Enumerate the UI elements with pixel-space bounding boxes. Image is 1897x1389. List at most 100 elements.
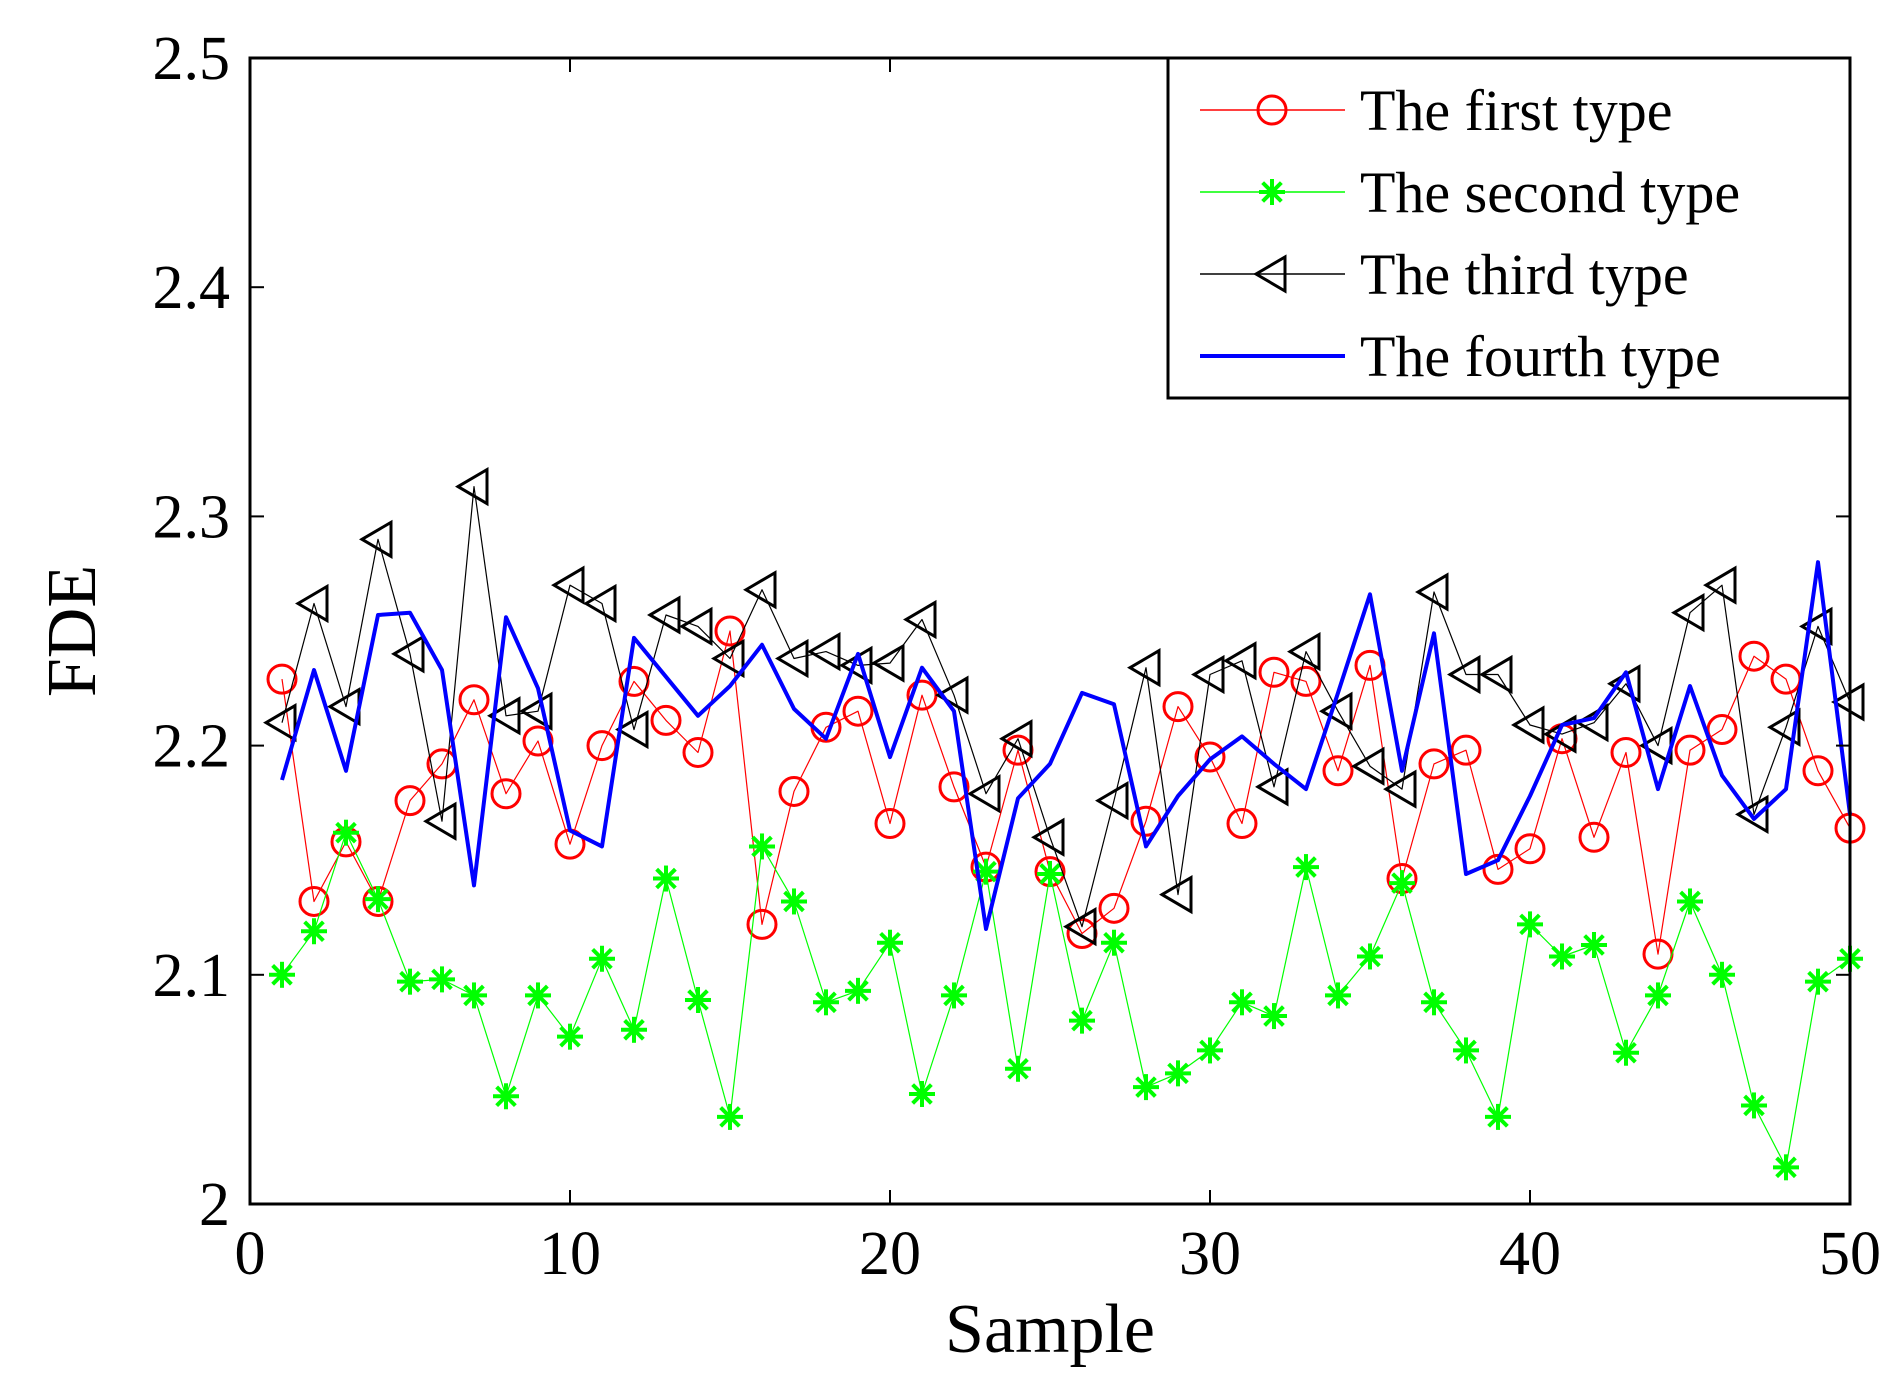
series-3-point [1511, 705, 1545, 745]
legend-label: The fourth type [1360, 324, 1721, 389]
series-2-point [269, 961, 295, 988]
series-2-point [1261, 1003, 1287, 1030]
series-2-point [1389, 870, 1415, 897]
series-4-line [280, 560, 1852, 931]
ticks-layer: 0 10 20 30 40 50 2 2.1 2.2 2.3 2.4 2.5 [153, 25, 1882, 1288]
series-2-point [845, 977, 871, 1004]
series-2-point [1581, 932, 1607, 959]
series-1-point [746, 908, 778, 940]
series-3-point [583, 583, 617, 624]
series-2-point [1517, 911, 1543, 938]
series-3-point [487, 696, 521, 736]
legend: The first type The second type The third t… [1166, 56, 1852, 400]
series-1-point [1674, 734, 1706, 766]
series-2-point [301, 918, 327, 945]
x-tick-label: 0 [235, 1220, 266, 1288]
legend-label: The second type [1360, 160, 1740, 225]
series-3-point [295, 583, 329, 624]
series-3-point [1191, 654, 1225, 695]
series-4 [280, 560, 1852, 931]
series-1-point [1802, 755, 1834, 787]
y-tick-label: 2 [199, 1171, 230, 1239]
series-1-point [1258, 656, 1290, 688]
series-3-point [1351, 746, 1385, 786]
series-3-point [359, 519, 393, 559]
plot-frame [248, 56, 1852, 1206]
legend-label: The first type [1360, 78, 1672, 143]
series-2-point [1037, 860, 1063, 887]
series-3-point [1127, 648, 1161, 688]
series-3-point [1735, 794, 1769, 834]
series-2-point [1101, 929, 1127, 956]
series-1-point [1610, 736, 1642, 768]
series-1-point [682, 736, 714, 768]
series-2-point [653, 865, 679, 892]
series-2-point [717, 1103, 743, 1130]
series-2-point [1293, 854, 1319, 881]
x-axis-label: Sample [945, 1291, 1155, 1368]
series-2-point [493, 1083, 519, 1110]
series-2-point [525, 982, 551, 1009]
series-3-point [1415, 572, 1449, 612]
series-1-point [266, 663, 298, 695]
series-1-point [1514, 833, 1546, 865]
legend-box [1166, 56, 1852, 400]
series-2-point [429, 966, 455, 993]
series-3-point [1479, 654, 1513, 695]
series-1-point [1450, 734, 1482, 766]
series-3 [263, 466, 1865, 947]
legend-entry-4: The fourth type [1200, 324, 1721, 389]
series-1-point [1578, 821, 1610, 853]
series-2-point [877, 929, 903, 956]
series-3-point [1063, 907, 1097, 947]
y-tick-label: 2.5 [153, 25, 231, 93]
series-2-point [1005, 1055, 1031, 1082]
series-2-point [397, 968, 423, 995]
series-1-point [298, 885, 330, 917]
series-2-point [1677, 888, 1703, 915]
x-tick-label: 20 [859, 1220, 921, 1288]
series-2-point [1197, 1037, 1223, 1064]
series-2-point [749, 833, 775, 860]
series-2-point [1229, 989, 1255, 1016]
series-3-point [647, 595, 681, 635]
y-tick-label: 2.2 [153, 713, 231, 781]
series-1-point [714, 615, 746, 647]
series-2-point [1741, 1092, 1767, 1119]
legend-entry-2: The second type [1200, 160, 1740, 225]
series-3-point [423, 801, 457, 841]
series-2-point [941, 982, 967, 1009]
series-1-point [458, 684, 490, 716]
series-1-point [1322, 755, 1354, 787]
legend-label: The third type [1360, 242, 1689, 307]
series-1-point [938, 771, 970, 803]
series-3-point [807, 632, 841, 672]
series-2-point [1325, 982, 1351, 1009]
legend-swatch-marker [1259, 179, 1285, 205]
series-3-point [1031, 817, 1065, 857]
series-2-point [781, 888, 807, 915]
series-3-point [1223, 641, 1257, 681]
series-2-point [1485, 1103, 1511, 1130]
series-2-point [1805, 968, 1831, 995]
series-3-point [1095, 780, 1129, 821]
series-3-point [1767, 707, 1801, 747]
series-3-point [455, 466, 489, 507]
series-3-point [711, 638, 745, 679]
series-3-point [551, 565, 585, 605]
series-1-point [650, 704, 682, 736]
series-2-point [557, 1023, 583, 1050]
series-2-point [365, 886, 391, 913]
series-1-point [1098, 892, 1130, 924]
series-1-point [1418, 748, 1450, 780]
series-3-point [1671, 593, 1705, 633]
series-3-point [743, 570, 777, 610]
series-1-point [1162, 691, 1194, 723]
series-1-point [1226, 808, 1258, 840]
series-1-point [778, 775, 810, 807]
x-tick-label: 50 [1819, 1220, 1881, 1288]
series-2-point [1453, 1037, 1479, 1064]
series-2-point [685, 987, 711, 1014]
